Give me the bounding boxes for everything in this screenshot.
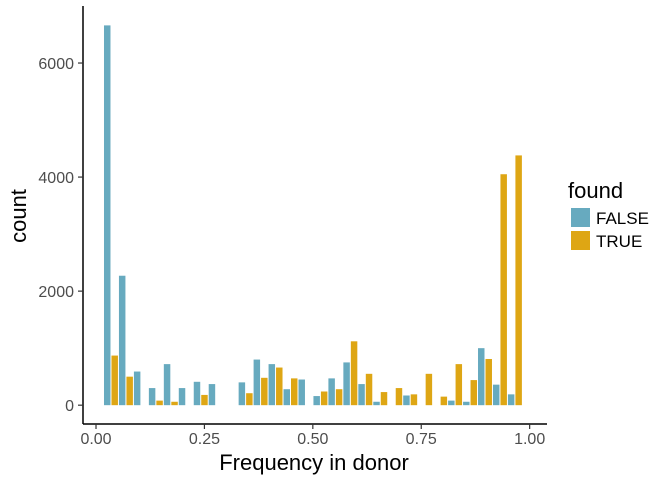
bar-true-0 [111, 355, 118, 406]
legend-title: found [568, 178, 623, 203]
bar-true-3 [156, 400, 163, 406]
bar-true-14 [320, 391, 328, 406]
bar-false-12 [283, 389, 290, 406]
bar-false-18 [373, 401, 380, 406]
bar-false-7 [208, 384, 216, 406]
bar-false-5 [178, 388, 186, 406]
bar-true-4 [171, 401, 178, 406]
bar-true-21 [425, 373, 433, 406]
bar-true-26 [500, 174, 507, 406]
x-tick-label: 0.75 [406, 431, 437, 448]
bar-false-6 [193, 381, 201, 406]
y-ticks: 0 2000 4000 6000 [38, 56, 83, 415]
bar-false-20 [403, 395, 410, 406]
bar-false-2 [133, 371, 141, 406]
legend-label-true: TRUE [596, 232, 642, 251]
bar-true-6 [201, 394, 208, 406]
legend-items: FALSE TRUE [571, 208, 649, 251]
bar-false-3 [148, 388, 156, 406]
bar-true-1 [126, 376, 133, 406]
legend-label-false: FALSE [596, 209, 649, 228]
bar-true-18 [380, 392, 388, 406]
bar-true-9 [246, 393, 253, 406]
bars-layer [103, 25, 522, 406]
bar-false-17 [358, 384, 365, 406]
x-tick-label: 0.00 [80, 431, 111, 448]
x-tick-label: 0.50 [297, 431, 328, 448]
bar-false-23 [448, 400, 455, 406]
y-tick-label: 2000 [38, 284, 74, 301]
bar-true-12 [291, 378, 298, 406]
bar-true-19 [395, 388, 403, 406]
bar-false-0 [103, 25, 111, 406]
x-axis-title: Frequency in donor [219, 450, 409, 475]
bar-false-27 [507, 394, 515, 406]
x-ticks: 0.00 0.25 0.50 0.75 1.00 [80, 424, 545, 448]
bar-true-27 [515, 155, 522, 406]
bar-true-23 [455, 364, 463, 406]
x-tick-label: 0.25 [189, 431, 220, 448]
bar-false-14 [313, 396, 320, 406]
bar-true-15 [335, 389, 343, 406]
y-tick-label: 4000 [38, 170, 74, 187]
y-axis-title: count [6, 189, 31, 243]
y-tick-label: 6000 [38, 56, 74, 73]
bar-false-26 [492, 384, 500, 406]
bar-false-9 [238, 382, 246, 406]
bar-false-16 [343, 362, 350, 406]
bar-true-24 [470, 380, 478, 406]
y-tick-label: 0 [65, 398, 74, 415]
bar-true-16 [350, 341, 358, 406]
bar-true-20 [410, 394, 418, 406]
bar-true-25 [485, 358, 492, 406]
legend: found FALSE TRUE [568, 178, 649, 251]
bar-false-15 [328, 378, 335, 406]
bar-false-11 [268, 364, 276, 406]
bar-true-11 [276, 367, 283, 406]
x-tick-label: 1.00 [514, 431, 545, 448]
bar-false-1 [118, 275, 126, 406]
bar-true-17 [365, 373, 373, 406]
legend-swatch-false [571, 208, 590, 227]
bar-false-24 [463, 401, 470, 406]
legend-swatch-true [571, 231, 590, 250]
bar-false-4 [163, 364, 171, 406]
bar-false-25 [478, 348, 485, 406]
bar-true-22 [440, 396, 448, 406]
bar-false-13 [298, 379, 305, 406]
bar-false-10 [253, 359, 261, 406]
bar-true-10 [261, 377, 268, 406]
